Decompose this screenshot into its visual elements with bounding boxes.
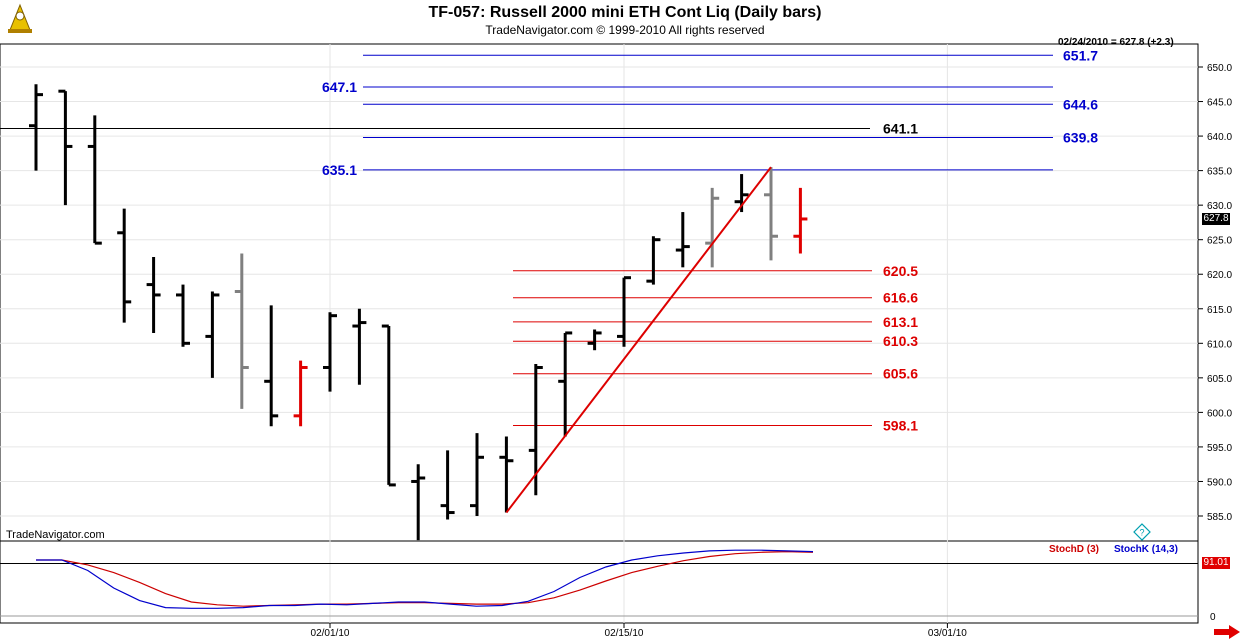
help-diamond-icon[interactable]: ? bbox=[1133, 523, 1151, 541]
fib-level-label-red: 598.1 bbox=[883, 418, 918, 434]
fib-level-label-red: 605.6 bbox=[883, 366, 918, 382]
fib-level-label-red: 613.1 bbox=[883, 314, 918, 330]
chart-title: TF-057: Russell 2000 mini ETH Cont Liq (… bbox=[428, 4, 822, 21]
price-tick-label: 600.0 bbox=[1207, 408, 1232, 419]
fib-level-label-red: 616.6 bbox=[883, 290, 918, 306]
price-tick-label: 595.0 bbox=[1207, 443, 1232, 454]
stochk-line bbox=[36, 549, 814, 609]
price-tick-label: 615.0 bbox=[1207, 305, 1232, 316]
scroll-right-arrow-icon[interactable] bbox=[1213, 625, 1241, 639]
price-tick-label: 640.0 bbox=[1207, 132, 1232, 143]
price-tick-label: 630.0 bbox=[1207, 201, 1232, 212]
date-tick-label: 02/15/10 bbox=[605, 628, 644, 639]
price-tick-label: 635.0 bbox=[1207, 167, 1232, 178]
stoch-pane bbox=[0, 540, 1199, 624]
fib-level-label-blue: 639.8 bbox=[1063, 129, 1098, 145]
trade-navigator-logo bbox=[8, 3, 32, 33]
price-tick-label: 620.0 bbox=[1207, 270, 1232, 281]
last-price-info: 02/24/2010 = 627.8 (+2.3) bbox=[1058, 37, 1174, 48]
price-tick-label: 610.0 bbox=[1207, 339, 1232, 350]
fib-level-label-blue: 647.1 bbox=[322, 79, 357, 95]
last-price-tag: 627.8 bbox=[1202, 213, 1230, 225]
watermark: TradeNavigator.com bbox=[6, 529, 105, 541]
price-tick-label: 585.0 bbox=[1207, 512, 1232, 523]
fib-level-label-red: 620.5 bbox=[883, 263, 918, 279]
fib-level-label-red: 610.3 bbox=[883, 333, 918, 349]
price-tick-label: 625.0 bbox=[1207, 236, 1232, 247]
price-tick-label: 650.0 bbox=[1207, 63, 1232, 74]
fib-level-label-blue: 651.7 bbox=[1063, 47, 1098, 63]
svg-text:?: ? bbox=[1139, 528, 1144, 538]
stochd-legend: StochD (3) bbox=[1049, 544, 1099, 555]
date-tick-label: 02/01/10 bbox=[311, 628, 350, 639]
fib-level-label-blue: 635.1 bbox=[322, 162, 357, 178]
date-tick-label: 03/01/10 bbox=[928, 628, 967, 639]
price-pane bbox=[0, 43, 1199, 542]
stochd-line bbox=[36, 550, 814, 607]
fib-level-label-blue: 644.6 bbox=[1063, 96, 1098, 112]
stoch-tick-label: 0 bbox=[1210, 612, 1216, 623]
level-label-black: 641.1 bbox=[883, 120, 918, 136]
stoch-value-tag: 91.01 bbox=[1202, 557, 1230, 569]
trend-line bbox=[505, 166, 772, 514]
price-tick-label: 645.0 bbox=[1207, 98, 1232, 109]
chart-subtitle: TradeNavigator.com © 1999-2010 All right… bbox=[485, 23, 765, 37]
price-tick-label: 605.0 bbox=[1207, 374, 1232, 385]
stochk-legend: StochK (14,3) bbox=[1114, 544, 1178, 555]
price-tick-label: 590.0 bbox=[1207, 477, 1232, 488]
